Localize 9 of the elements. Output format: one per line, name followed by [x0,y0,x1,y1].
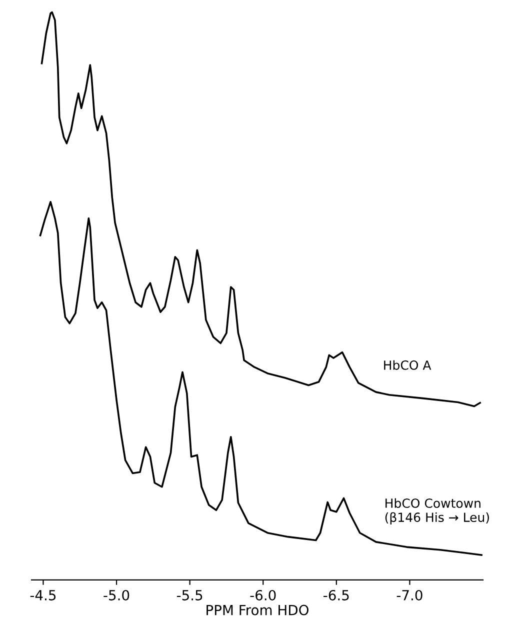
x-tick-label: -7.0 [396,590,422,600]
x-tick-label: -5.5 [176,590,202,600]
x-tick-label: -6.0 [250,590,276,600]
x-tick-label: -4.5 [30,590,56,600]
x-tick-label: -6.5 [324,590,349,600]
series-label: HbCO A [384,360,432,370]
x-tick-label: -5.0 [104,590,130,600]
series-label: HbCO Cowtown (β146 His → Leu) [385,498,489,524]
x-axis-title: PPM From HDO [206,604,308,616]
